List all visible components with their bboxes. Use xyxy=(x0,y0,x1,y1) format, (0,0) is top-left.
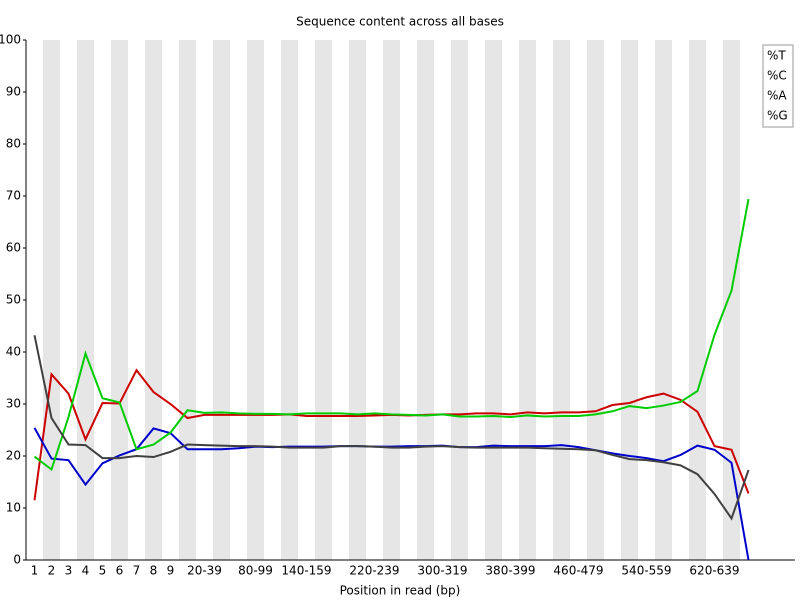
chart-title: Sequence content across all bases xyxy=(296,15,504,29)
legend-label: %G xyxy=(767,109,788,123)
x-axis-label: Position in read (bp) xyxy=(340,584,461,598)
x-tick-label: 540-559 xyxy=(621,564,671,578)
y-tick-label: 0 xyxy=(13,553,21,567)
x-tick-label: 9 xyxy=(167,564,175,578)
y-tick-label: 60 xyxy=(6,241,21,255)
stripe xyxy=(553,40,570,560)
stripe xyxy=(77,40,94,560)
series-line xyxy=(33,198,750,472)
stripe xyxy=(621,40,638,560)
stripe xyxy=(689,40,706,560)
series-line xyxy=(33,335,750,521)
x-tick-label: 300-319 xyxy=(417,564,467,578)
stripe xyxy=(587,40,604,560)
stripe xyxy=(451,40,468,560)
x-tick-label: 3 xyxy=(65,564,73,578)
stripe xyxy=(519,40,536,560)
stripe xyxy=(281,40,298,560)
x-tick-label: 1 xyxy=(31,564,39,578)
stripe xyxy=(383,40,400,560)
stripe xyxy=(349,40,366,560)
y-tick-label: 80 xyxy=(6,137,21,151)
y-tick-label: 70 xyxy=(6,189,21,203)
legend-label: %T xyxy=(767,49,786,63)
x-tick-label: 620-639 xyxy=(689,564,739,578)
x-tick-label: 80-99 xyxy=(238,564,273,578)
x-tick-label: 460-479 xyxy=(553,564,603,578)
stripe xyxy=(213,40,230,560)
x-tick-label: 380-399 xyxy=(485,564,535,578)
stripe xyxy=(417,40,434,560)
x-tick-label: 7 xyxy=(133,564,141,578)
y-tick-label: 10 xyxy=(6,501,21,515)
y-tick-label: 20 xyxy=(6,449,21,463)
x-tick-label: 4 xyxy=(82,564,90,578)
legend-box xyxy=(762,44,794,128)
y-tick-label: 90 xyxy=(6,85,21,99)
x-tick-label: 5 xyxy=(99,564,107,578)
x-tick-label: 220-239 xyxy=(349,564,399,578)
stripe xyxy=(723,40,740,560)
x-tick-label: 140-159 xyxy=(281,564,331,578)
legend-label: %A xyxy=(767,89,787,103)
y-tick-label: 50 xyxy=(6,293,21,307)
stripe xyxy=(43,40,60,560)
y-tick-label: 100 xyxy=(0,33,21,47)
legend: %T %C %A %G xyxy=(762,44,794,128)
stripe xyxy=(179,40,196,560)
stripe xyxy=(315,40,332,560)
x-tick-label: 20-39 xyxy=(187,564,222,578)
x-tick-label: 2 xyxy=(48,564,56,578)
y-tick-label: 30 xyxy=(6,397,21,411)
y-tick-label: 40 xyxy=(6,345,21,359)
x-tick-label: 8 xyxy=(150,564,158,578)
x-tick-label: 6 xyxy=(116,564,124,578)
series-line xyxy=(33,427,750,561)
stripe xyxy=(247,40,264,560)
stripe xyxy=(655,40,672,560)
stripe xyxy=(111,40,128,560)
stripe xyxy=(485,40,502,560)
legend-label: %C xyxy=(767,69,787,83)
stripe xyxy=(145,40,162,560)
